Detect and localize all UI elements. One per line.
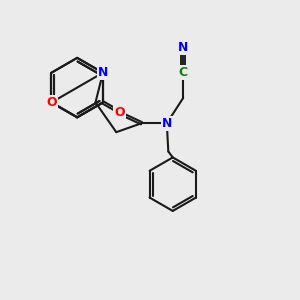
Text: O: O — [46, 96, 57, 109]
Text: N: N — [178, 41, 188, 54]
Text: O: O — [114, 105, 124, 118]
Text: C: C — [178, 66, 188, 79]
Text: N: N — [162, 117, 172, 130]
Text: O: O — [114, 106, 124, 119]
Text: N: N — [98, 66, 108, 79]
